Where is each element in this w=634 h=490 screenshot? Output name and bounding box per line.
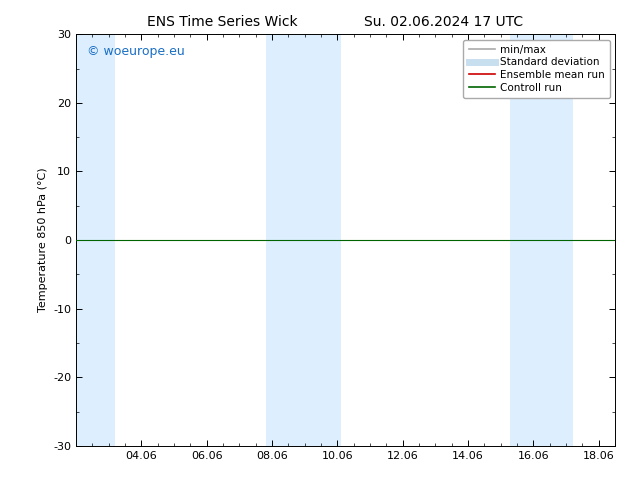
Text: © woeurope.eu: © woeurope.eu [87,45,184,58]
Bar [510,34,540,446]
Legend: min/max, Standard deviation, Ensemble mean run, Controll run: min/max, Standard deviation, Ensemble me… [463,40,610,98]
Text: ENS Time Series Wick: ENS Time Series Wick [146,15,297,29]
Bar [76,34,115,446]
Text: Su. 02.06.2024 17 UTC: Su. 02.06.2024 17 UTC [365,15,523,29]
Bar [266,34,295,446]
Bar [295,34,340,446]
Y-axis label: Temperature 850 hPa (°C): Temperature 850 hPa (°C) [37,168,48,313]
Bar [540,34,573,446]
